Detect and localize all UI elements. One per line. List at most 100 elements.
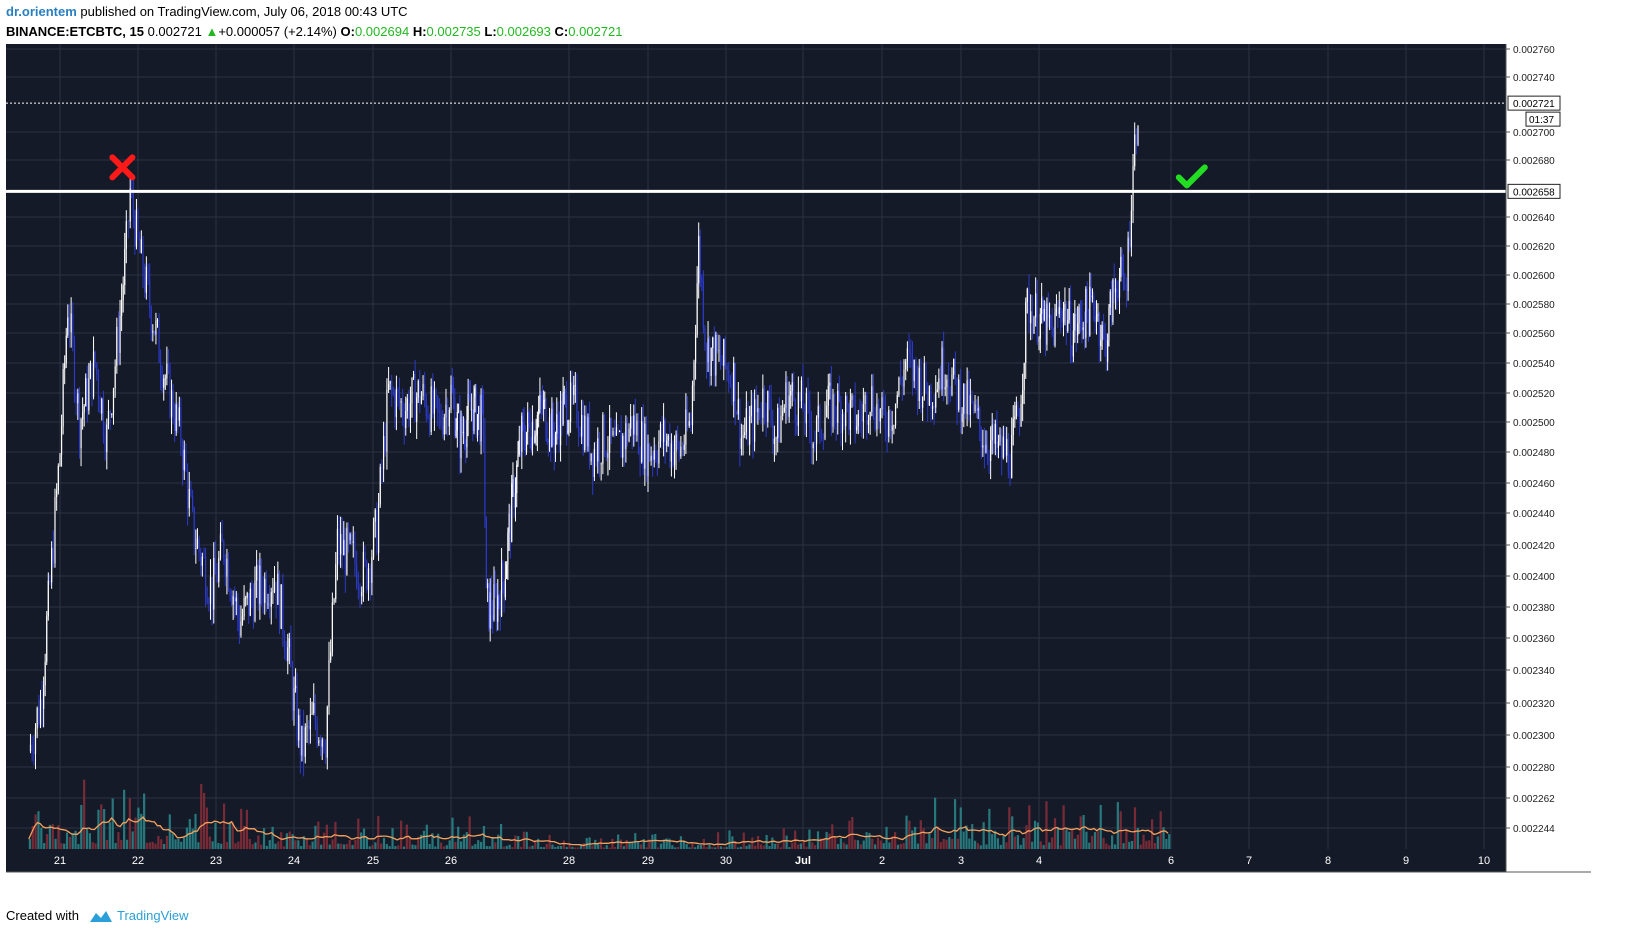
price-tick-label: 0.002244	[1513, 824, 1555, 835]
volume-bar	[928, 833, 931, 849]
candle-body	[249, 588, 251, 616]
publication-line: dr.orientem published on TradingView.com…	[6, 2, 1606, 22]
symbol-label[interactable]: BINANCE:ETCBTC, 15	[6, 24, 144, 39]
candle-body	[285, 650, 287, 661]
volume-bar	[439, 842, 443, 849]
price-tick-label: 0.002680	[1513, 156, 1555, 167]
volume-bar	[205, 807, 209, 849]
footer: Created with TradingView	[6, 908, 189, 923]
candle-body	[412, 374, 415, 378]
volume-bar	[171, 833, 174, 849]
volume-bar	[577, 847, 580, 849]
candle-body	[1093, 295, 1095, 312]
candle-body	[969, 395, 971, 415]
candle-body	[31, 744, 33, 752]
price-axis[interactable]: 0.002760 0.002740 0.002700 0.002680 0.002640…	[1505, 44, 1561, 872]
volume-bar	[874, 844, 877, 849]
candle-body	[417, 381, 419, 398]
volume-bar	[374, 842, 377, 849]
candle-body	[1064, 304, 1066, 312]
candle-body	[745, 408, 747, 433]
candle-body	[910, 353, 912, 355]
candle-body	[183, 449, 185, 471]
volume-bar	[845, 844, 848, 849]
candle-body	[782, 411, 784, 416]
candle-body	[323, 739, 325, 751]
volume-bar	[485, 846, 488, 849]
tradingview-logo-icon[interactable]	[89, 909, 113, 923]
candle-body	[535, 434, 537, 437]
candle-body	[557, 414, 559, 426]
candle-body	[923, 363, 925, 397]
volume-bar	[479, 841, 483, 849]
candle-body	[529, 423, 531, 444]
candle-body	[677, 434, 679, 443]
candle-body	[349, 534, 351, 541]
volume-bar	[499, 824, 503, 849]
volume-bar	[182, 837, 186, 849]
volume-bar	[756, 835, 760, 849]
time-tick-label: 21	[54, 855, 66, 867]
candle-body	[1075, 313, 1077, 336]
candle-body	[686, 409, 689, 426]
candle-body	[497, 595, 499, 622]
candle-body	[659, 423, 662, 442]
candle-body	[419, 381, 421, 404]
volume-bar	[679, 836, 683, 849]
candle-body	[681, 446, 684, 450]
author-link[interactable]: dr.orientem	[6, 4, 77, 19]
volume-bar	[220, 843, 223, 849]
volume-bar	[91, 842, 94, 849]
candle-body	[991, 424, 993, 441]
candle-body	[366, 561, 368, 590]
candle-body	[1047, 303, 1049, 318]
candle-body	[637, 420, 640, 455]
candle-body	[696, 283, 698, 336]
candle-body	[869, 411, 871, 421]
time-tick-label: 3	[958, 855, 964, 867]
candle-body	[514, 493, 517, 509]
candle-body	[930, 386, 932, 409]
candle-body	[117, 326, 120, 353]
volume-bar	[1088, 842, 1091, 849]
volume-bar	[594, 839, 597, 849]
time-axis[interactable]: 21 22 23 24 25 26 28 29 30 Jul 2 3 4 6 7 8 9 10	[6, 855, 1591, 873]
candle-body	[397, 389, 399, 392]
candle-body	[1025, 301, 1027, 363]
candle-body	[896, 395, 898, 404]
candle-body	[68, 317, 71, 333]
candle-body	[577, 423, 580, 432]
volume-bar	[879, 840, 882, 849]
candle-body	[328, 660, 330, 707]
candle-body	[851, 395, 853, 400]
volume-bar	[933, 797, 937, 849]
candle-body	[925, 363, 927, 392]
candle-body	[920, 367, 922, 408]
candle-body	[799, 392, 801, 402]
candle-body	[481, 394, 483, 400]
volume-bar	[368, 846, 371, 849]
candle-body	[142, 239, 144, 277]
tradingview-brand-link[interactable]: TradingView	[116, 908, 189, 923]
candle-body	[471, 409, 473, 411]
candle-body	[454, 398, 456, 437]
volume-bar	[360, 832, 363, 849]
candle-body	[673, 451, 676, 466]
candle-body	[402, 401, 404, 417]
candle-body	[1090, 286, 1092, 298]
candle-body	[540, 394, 542, 402]
candle-body	[262, 590, 264, 603]
candle-body	[416, 397, 418, 422]
candle-body	[878, 404, 880, 422]
candle-body	[174, 418, 176, 431]
candle-body	[104, 436, 106, 453]
time-axis-background	[6, 849, 1506, 872]
volume-bar	[942, 838, 945, 849]
volume-bar	[354, 839, 357, 849]
volume-bar	[43, 843, 46, 849]
candle-body	[382, 436, 385, 470]
candle-body	[861, 417, 863, 422]
volume-bar	[871, 838, 874, 849]
volume-bar	[242, 825, 246, 849]
price-chart[interactable]: 0.002760 0.002740 0.002700 0.002680 0.002640…	[6, 44, 1591, 904]
